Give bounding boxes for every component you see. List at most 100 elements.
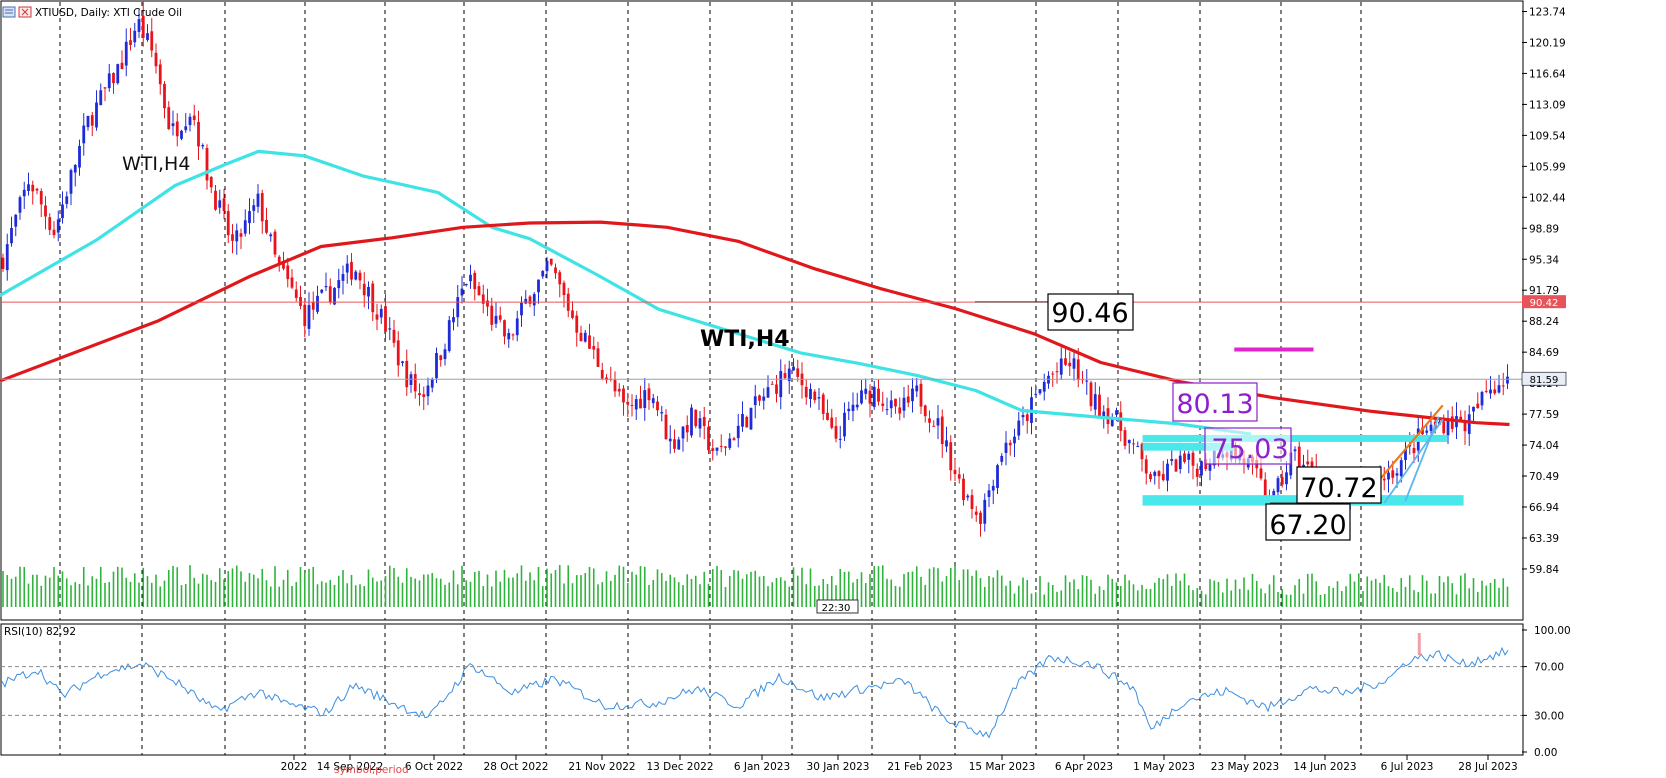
candle-body bbox=[1013, 436, 1016, 444]
candle-body bbox=[430, 379, 434, 388]
candle-body bbox=[766, 387, 770, 398]
rsi-tick-label: 0.00 bbox=[1534, 747, 1557, 759]
candle-body bbox=[231, 234, 234, 241]
candle-body bbox=[201, 145, 205, 147]
candle-body bbox=[235, 230, 239, 242]
candle-body bbox=[473, 272, 477, 290]
candle-body bbox=[192, 115, 196, 121]
candle-body bbox=[647, 388, 651, 401]
candle-body bbox=[545, 260, 549, 272]
note-center: WTI,H4 bbox=[700, 327, 790, 352]
time-label: 6 Jul 2023 bbox=[1381, 761, 1434, 773]
candle-body bbox=[1387, 472, 1390, 480]
price-label: 84.69 bbox=[1529, 347, 1559, 359]
candle-body bbox=[116, 64, 120, 84]
time-label: 14 Jun 2023 bbox=[1293, 761, 1356, 773]
price-label: 63.39 bbox=[1529, 533, 1559, 545]
candle-body bbox=[1191, 452, 1195, 466]
candle-body bbox=[830, 417, 834, 428]
candle-body bbox=[27, 184, 30, 191]
candle-body bbox=[813, 391, 817, 401]
rsi-path bbox=[1, 646, 1509, 739]
candle-body bbox=[758, 395, 761, 401]
candle-body bbox=[583, 332, 587, 342]
candle-body bbox=[511, 334, 515, 336]
candle-body bbox=[1098, 394, 1101, 418]
candle-body bbox=[664, 414, 668, 440]
candle-body bbox=[1497, 385, 1501, 393]
candle-body bbox=[660, 412, 664, 414]
candle-body bbox=[205, 148, 209, 181]
time-label: 2022 bbox=[281, 761, 308, 773]
candle-body bbox=[1093, 394, 1097, 410]
svg-text:70.72: 70.72 bbox=[1300, 473, 1377, 504]
chart-menu-icon[interactable] bbox=[2, 6, 32, 18]
candle-body bbox=[422, 394, 426, 397]
candle-body bbox=[877, 388, 880, 402]
candle-body bbox=[724, 446, 727, 448]
candle-body bbox=[1, 257, 5, 269]
candle-body bbox=[341, 274, 345, 281]
label-70-72[interactable]: 70.72 bbox=[1296, 466, 1382, 504]
candle-body bbox=[405, 360, 409, 388]
candle-body bbox=[1119, 412, 1123, 431]
candle-body bbox=[779, 371, 783, 398]
candle-body bbox=[239, 233, 243, 237]
label-90-46[interactable]: 90.46 bbox=[1047, 293, 1134, 331]
candle-body bbox=[1136, 446, 1140, 448]
candle-body bbox=[1025, 414, 1029, 422]
candle-body bbox=[1259, 468, 1263, 479]
candle-body bbox=[821, 394, 825, 414]
candle-body bbox=[197, 121, 200, 147]
candle-body bbox=[1089, 382, 1093, 407]
candle-body bbox=[490, 305, 494, 325]
candle-body bbox=[95, 102, 98, 128]
label-75-03[interactable]: 75.03 bbox=[1204, 427, 1292, 465]
candle-body bbox=[715, 447, 719, 451]
candle-body bbox=[90, 115, 94, 126]
candle-body bbox=[107, 73, 111, 89]
candle-body bbox=[524, 298, 528, 304]
candle-body bbox=[129, 40, 132, 45]
candle-body bbox=[167, 107, 171, 130]
candle-body bbox=[749, 407, 753, 430]
candle-body bbox=[911, 388, 914, 402]
time-badge: 22:30 bbox=[816, 599, 859, 614]
candle-body bbox=[579, 332, 583, 342]
candle-body bbox=[464, 284, 468, 286]
candle-body bbox=[307, 305, 311, 329]
candle-body bbox=[477, 286, 481, 296]
zone-upper-band bbox=[1142, 434, 1447, 442]
price-label: 91.79 bbox=[1529, 285, 1559, 297]
candle-body bbox=[622, 388, 625, 403]
candle-body bbox=[1017, 420, 1021, 436]
candle-body bbox=[226, 211, 230, 236]
candle-body bbox=[634, 399, 638, 410]
label-67-20[interactable]: 67.20 bbox=[1265, 503, 1351, 541]
zone-upper-left-block bbox=[1142, 442, 1235, 451]
candle-body bbox=[1187, 453, 1191, 460]
time-axis: 2022 14 Sep 2022 6 Oct 2022 28 Oct 2022 21 N… bbox=[281, 755, 1518, 773]
candle-body bbox=[133, 30, 137, 43]
candle-body bbox=[834, 426, 838, 439]
candle-body bbox=[124, 41, 128, 66]
label-80-13[interactable]: 80.13 bbox=[1172, 382, 1258, 422]
candle-body bbox=[1450, 416, 1454, 429]
candle-body bbox=[1085, 380, 1089, 382]
candle-body bbox=[460, 288, 464, 296]
candle-body bbox=[940, 416, 944, 445]
candle-body bbox=[146, 33, 149, 40]
candle-body bbox=[651, 398, 655, 404]
candle-body bbox=[507, 332, 511, 340]
candle-body bbox=[184, 126, 188, 131]
candle-body bbox=[320, 289, 324, 293]
candle-body bbox=[1501, 385, 1505, 387]
rsi-tick-label: 100.00 bbox=[1534, 625, 1571, 637]
candle-body bbox=[838, 438, 842, 440]
candle-body bbox=[22, 189, 26, 197]
candle-body bbox=[78, 146, 81, 168]
candle-body bbox=[1068, 362, 1072, 367]
candle-body bbox=[1489, 389, 1492, 394]
candle-body bbox=[639, 398, 642, 409]
